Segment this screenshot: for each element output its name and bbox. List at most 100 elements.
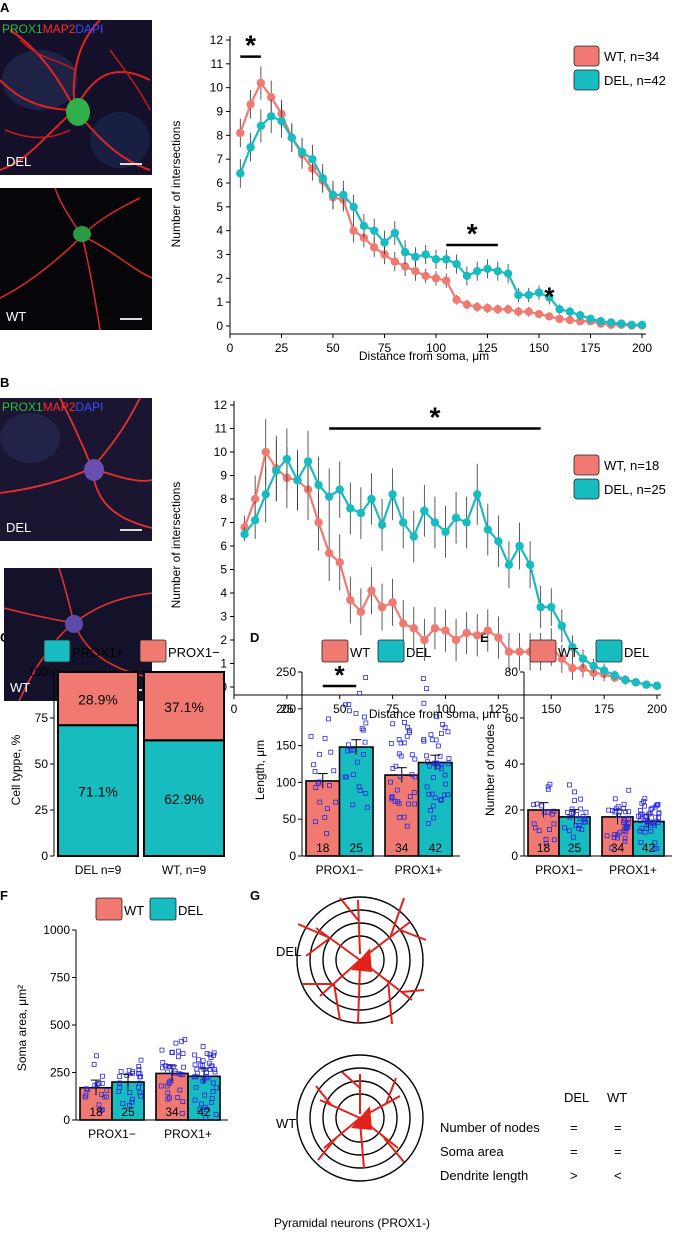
y-tick-label: 1 bbox=[220, 657, 227, 671]
legend-label-wt: WT bbox=[350, 645, 370, 660]
significance-star: * bbox=[467, 218, 478, 249]
data-point-del bbox=[473, 490, 482, 499]
legend-label-del: DEL, n=25 bbox=[604, 482, 666, 497]
y-tick-label: 5 bbox=[216, 200, 223, 214]
table-header-del: DEL bbox=[564, 1090, 590, 1105]
table-row-label: Number of nodes bbox=[440, 1120, 540, 1135]
data-point-wt bbox=[367, 586, 376, 595]
data-point bbox=[562, 825, 568, 831]
data-point-del bbox=[451, 513, 461, 522]
data-point bbox=[437, 753, 443, 759]
y-tick-label: 2 bbox=[216, 271, 223, 285]
data-point bbox=[612, 832, 618, 837]
data-point bbox=[426, 821, 431, 826]
data-point bbox=[407, 729, 412, 735]
data-point bbox=[609, 845, 615, 851]
y-tick-label: 10 bbox=[214, 445, 228, 459]
data-point bbox=[165, 1069, 170, 1075]
scale-bar bbox=[120, 163, 142, 165]
data-point-del bbox=[514, 290, 523, 300]
data-point bbox=[442, 792, 447, 798]
data-point-wt bbox=[390, 257, 399, 266]
y-tick-label: 0 bbox=[289, 849, 296, 863]
data-point bbox=[623, 821, 629, 827]
data-point-del bbox=[318, 174, 327, 183]
data-point bbox=[531, 821, 537, 827]
data-point bbox=[129, 1099, 135, 1105]
data-point bbox=[424, 686, 430, 692]
legend: PROX1+ PROX1− bbox=[43, 639, 220, 663]
data-point-del bbox=[578, 654, 588, 663]
data-point bbox=[430, 803, 436, 809]
data-point bbox=[346, 742, 351, 748]
y-tick-label: 10 bbox=[210, 81, 224, 95]
x-axis-label: Distance from soma, μm bbox=[359, 349, 489, 363]
y-tick-label: 12 bbox=[214, 398, 228, 412]
legend-swatch-del bbox=[377, 639, 405, 663]
sample-count: 42 bbox=[642, 841, 656, 855]
bar-value-label: 37.1% bbox=[164, 699, 204, 715]
data-point-del bbox=[303, 457, 313, 466]
legend-label-del: DEL, n=42 bbox=[604, 73, 666, 88]
data-point-del bbox=[370, 226, 379, 235]
legend-label-wt: WT bbox=[124, 903, 144, 918]
neuron-image bbox=[0, 188, 152, 330]
data-point bbox=[617, 809, 623, 815]
sample-count: 25 bbox=[350, 841, 364, 855]
data-point bbox=[612, 809, 618, 815]
data-point bbox=[313, 785, 319, 790]
data-point bbox=[626, 815, 631, 821]
data-point-wt bbox=[442, 276, 451, 285]
data-point bbox=[136, 1064, 142, 1069]
sample-count: 42 bbox=[429, 841, 443, 855]
data-point bbox=[439, 731, 444, 736]
data-point bbox=[615, 832, 621, 838]
x-tick-label: 200 bbox=[647, 702, 667, 716]
data-point-wt bbox=[256, 78, 266, 88]
data-point-del bbox=[568, 642, 577, 652]
y-tick-label: 5 bbox=[220, 563, 227, 577]
panel-letter-b: B bbox=[0, 375, 10, 390]
y-tick-label: 6 bbox=[216, 176, 223, 190]
data-point-wt bbox=[388, 598, 397, 607]
data-point bbox=[209, 1063, 215, 1069]
data-point-del bbox=[503, 269, 513, 278]
data-point bbox=[615, 804, 621, 810]
data-point-del bbox=[599, 666, 609, 675]
y-tick-label: 20 bbox=[505, 803, 519, 817]
data-point bbox=[650, 820, 656, 825]
data-point bbox=[429, 737, 435, 743]
data-point-del bbox=[555, 305, 564, 314]
data-point bbox=[427, 763, 432, 769]
data-point bbox=[655, 819, 661, 825]
data-point bbox=[351, 772, 356, 777]
data-point bbox=[354, 759, 360, 765]
legend-label-wt: WT bbox=[558, 645, 578, 660]
data-point bbox=[432, 761, 438, 767]
micrograph-a-del: PROX1MAP2DAPI DEL bbox=[0, 20, 152, 175]
data-point bbox=[551, 821, 557, 827]
data-point bbox=[539, 803, 545, 809]
data-point bbox=[193, 1085, 199, 1090]
stain-label: PROX1MAP2DAPI bbox=[2, 22, 103, 36]
data-point bbox=[360, 727, 366, 733]
legend: WT DEL bbox=[95, 897, 203, 921]
group-label: PROX1− bbox=[535, 863, 583, 877]
panel-letter-e: E bbox=[480, 630, 489, 645]
data-point bbox=[397, 814, 403, 820]
legend-swatch-prox1-neg bbox=[139, 639, 167, 663]
y-tick-label: 50 bbox=[35, 757, 49, 771]
data-point bbox=[316, 779, 322, 785]
data-point-del bbox=[545, 293, 554, 302]
data-point bbox=[357, 690, 363, 696]
y-tick-label: 7 bbox=[216, 152, 223, 166]
table-row: Soma area = = bbox=[440, 1144, 622, 1159]
y-axis-label: Number of intersections bbox=[169, 482, 183, 609]
data-point bbox=[200, 1043, 206, 1049]
data-point-del bbox=[308, 154, 317, 164]
data-point bbox=[421, 700, 427, 706]
data-point-del bbox=[420, 506, 429, 515]
data-point-del bbox=[586, 314, 595, 324]
data-point bbox=[210, 1089, 216, 1095]
y-tick-label: 9 bbox=[216, 105, 223, 119]
